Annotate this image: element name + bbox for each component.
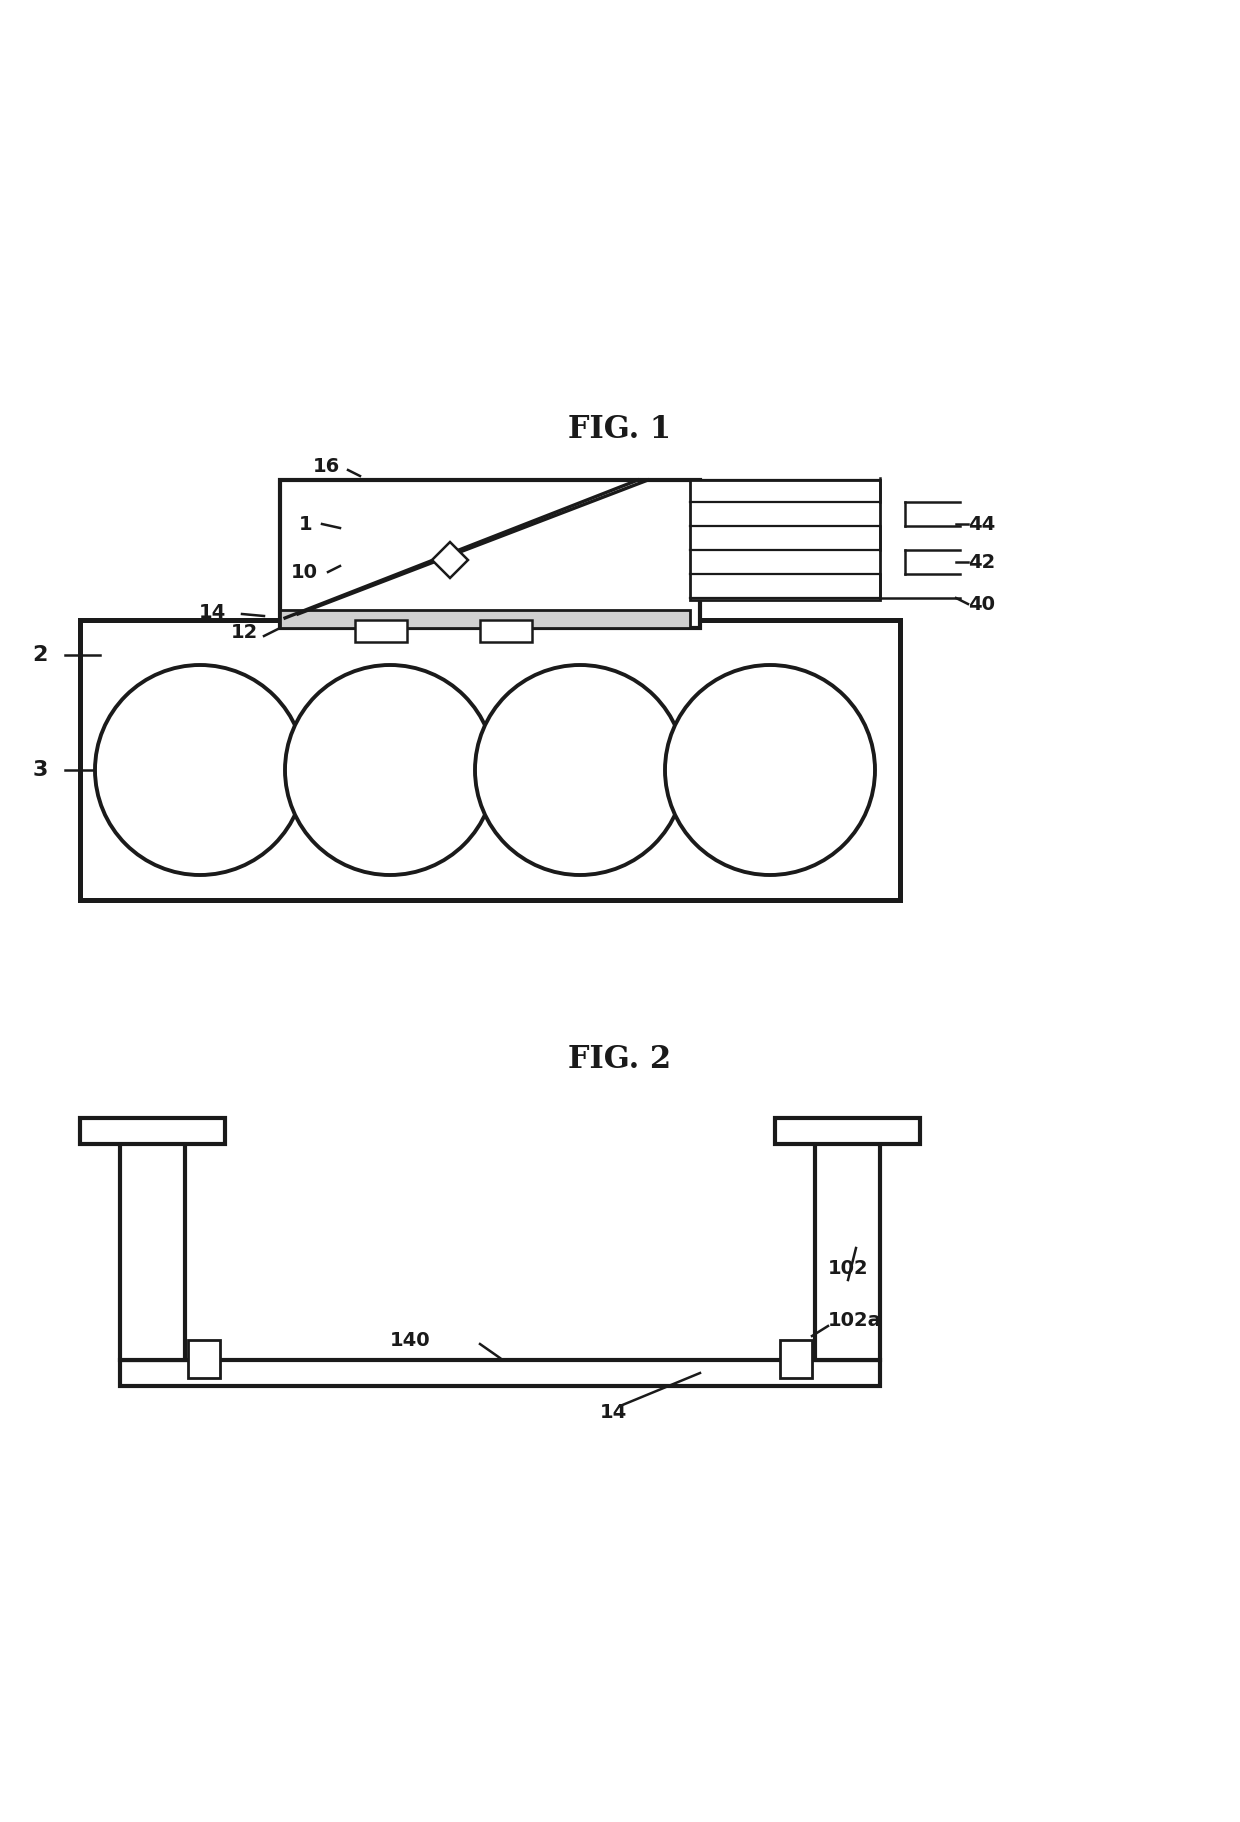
Text: 102: 102 [828,1259,869,1277]
Circle shape [475,665,684,875]
Text: 3: 3 [32,760,48,780]
Text: 14: 14 [600,1403,627,1421]
Text: 140: 140 [389,1330,430,1350]
Circle shape [95,665,305,875]
Text: 42: 42 [968,552,996,572]
Text: 102a: 102a [828,1310,882,1330]
Bar [280,610,689,629]
Text: 1: 1 [299,514,312,534]
Text: 16: 16 [312,457,340,476]
Bar [689,479,880,599]
Bar [81,1119,224,1144]
Text: 12: 12 [231,623,258,641]
Bar [280,479,701,629]
Bar [120,1359,880,1387]
Text: 14: 14 [198,603,226,621]
Circle shape [665,665,875,875]
Text: 10: 10 [291,563,317,581]
Bar [355,619,407,641]
Bar [81,619,900,900]
Text: 2: 2 [32,645,48,665]
Text: 40: 40 [968,594,994,614]
Bar [480,619,532,641]
Text: FIG. 2: FIG. 2 [568,1044,672,1075]
Text: FIG. 1: FIG. 1 [568,414,672,446]
Bar [780,1339,812,1377]
Text: 44: 44 [968,514,996,534]
Bar [775,1119,920,1144]
Bar [815,1141,880,1359]
Polygon shape [432,541,467,578]
Bar [188,1339,219,1377]
Circle shape [285,665,495,875]
Bar [120,1141,185,1359]
